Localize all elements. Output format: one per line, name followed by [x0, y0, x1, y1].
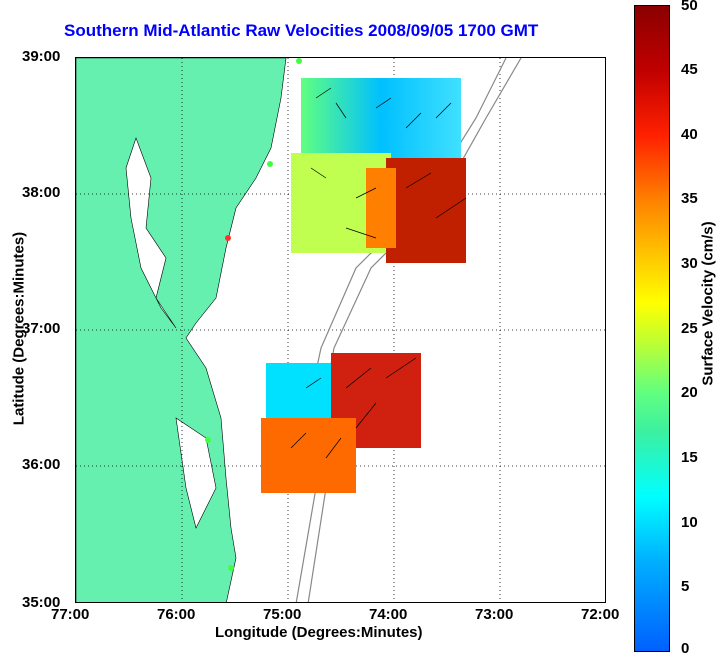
colorbar-tick: 20 [681, 384, 698, 401]
colorbar-tick: 50 [681, 0, 698, 14]
colorbar-tick: 10 [681, 514, 698, 531]
chesapeake-bay [125, 137, 177, 329]
colorbar-tick: 5 [681, 578, 690, 595]
colorbar-tick: 15 [681, 449, 698, 466]
x-tick-label: 74:00 [369, 606, 408, 623]
colorbar-tick: 30 [681, 255, 698, 272]
velocity-field-north [386, 158, 466, 263]
y-axis-label: Latitude (Degrees:Minutes) [10, 231, 28, 426]
colorbar-tick: 45 [681, 61, 698, 78]
station-marker [267, 161, 273, 167]
x-axis-label: Longitude (Degrees:Minutes) [215, 624, 423, 641]
y-tick-label: 39:00 [22, 48, 61, 65]
map-title: Southern Mid-Atlantic Raw Velocities 200… [64, 21, 539, 40]
station-marker [228, 565, 234, 571]
colorbar-tick: 35 [681, 190, 698, 207]
y-tick-label: 38:00 [22, 184, 61, 201]
velocity-vectors [290, 87, 467, 459]
x-tick-label: 72:00 [581, 606, 620, 623]
x-tick-label: 75:00 [263, 606, 302, 623]
colorbar-tick: 40 [681, 126, 698, 143]
map-plot-area [75, 57, 606, 603]
sound-water [175, 417, 217, 529]
colorbar-tick: 0 [681, 640, 690, 657]
station-marker [205, 437, 211, 443]
y-tick-label: 36:00 [22, 456, 61, 473]
station-marker [225, 235, 231, 241]
y-tick-label: 37:00 [22, 320, 61, 337]
land-mass [76, 58, 287, 602]
x-tick-label: 77:00 [51, 606, 90, 623]
velocity-field-south [261, 418, 356, 493]
x-tick-label: 73:00 [475, 606, 514, 623]
colorbar-label: Surface Velocity (cm/s) [699, 221, 717, 386]
station-marker [296, 58, 302, 64]
map-svg [76, 58, 605, 602]
colorbar-tick: 25 [681, 320, 698, 337]
y-tick-label: 35:00 [22, 594, 61, 611]
colorbar [634, 5, 670, 652]
velocity-field-north [366, 168, 396, 248]
x-tick-label: 76:00 [157, 606, 196, 623]
